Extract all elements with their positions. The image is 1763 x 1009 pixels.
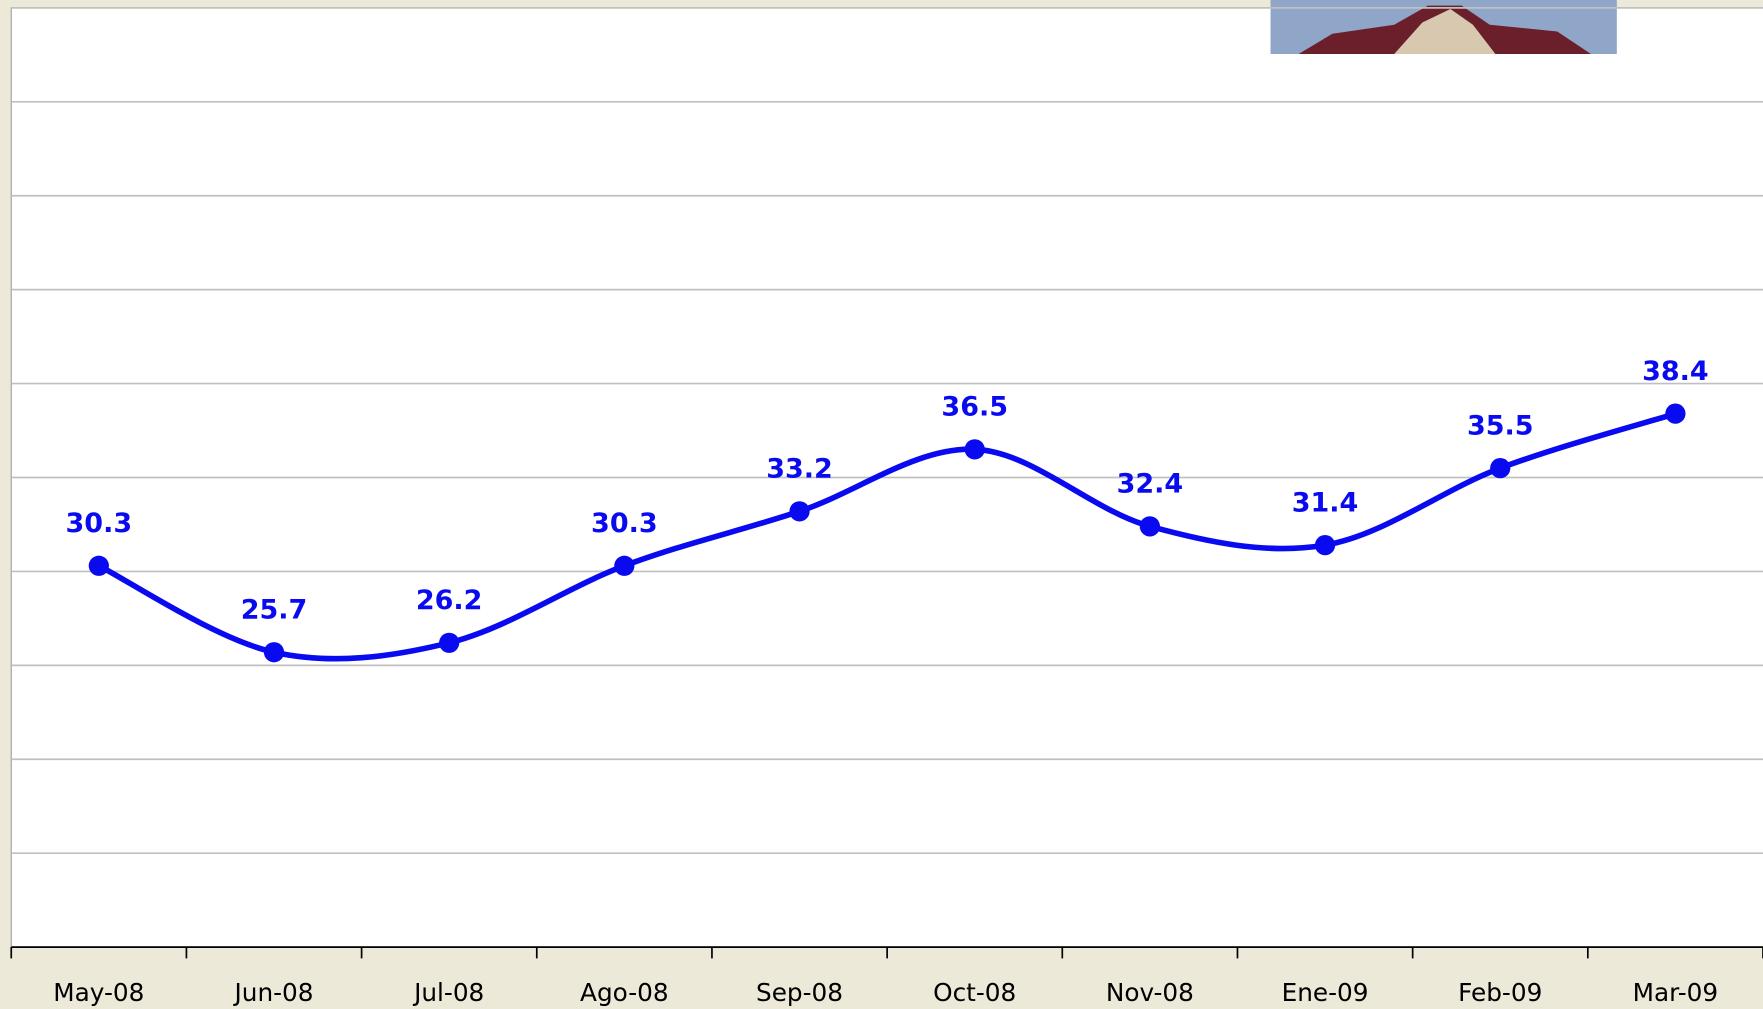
- value-label: 30.3: [66, 508, 133, 539]
- value-label: 35.5: [1467, 410, 1534, 441]
- marker: [964, 439, 985, 460]
- x-tick-label: Jun-08: [232, 978, 313, 1007]
- value-label: 31.4: [1292, 487, 1359, 518]
- value-label: 26.2: [416, 585, 483, 616]
- photo: [1270, 0, 1617, 54]
- value-label: 25.7: [241, 594, 308, 625]
- x-tick-label: Ago-08: [580, 978, 669, 1007]
- x-tick-label: Mar-09: [1633, 978, 1718, 1007]
- marker: [1314, 535, 1336, 556]
- value-label: 33.2: [766, 454, 833, 485]
- value-label: 38.4: [1642, 356, 1709, 387]
- line: [97, 410, 1677, 662]
- value-label: 30.3: [591, 508, 658, 539]
- marker: [88, 555, 109, 576]
- x-tick-label: Ene-09: [1282, 978, 1369, 1007]
- value-label: 36.5: [941, 392, 1008, 423]
- x-tick-label: Sep-08: [756, 978, 843, 1007]
- marker: [1665, 403, 1686, 424]
- x-tick-label: May-08: [53, 978, 144, 1007]
- x-tick-label: Feb-09: [1458, 978, 1542, 1007]
- x-tick-label: Jul-08: [412, 978, 484, 1007]
- x-tick-label: Nov-08: [1106, 978, 1194, 1007]
- x-tick-label: Oct-08: [933, 978, 1016, 1007]
- marker: [789, 501, 810, 522]
- marker: [439, 632, 460, 653]
- value-label: 32.4: [1117, 469, 1184, 500]
- photo-scarf: [1394, 8, 1496, 54]
- marker: [263, 642, 285, 663]
- marker: [1490, 457, 1511, 479]
- marker: [1139, 516, 1161, 537]
- marker: [614, 555, 635, 576]
